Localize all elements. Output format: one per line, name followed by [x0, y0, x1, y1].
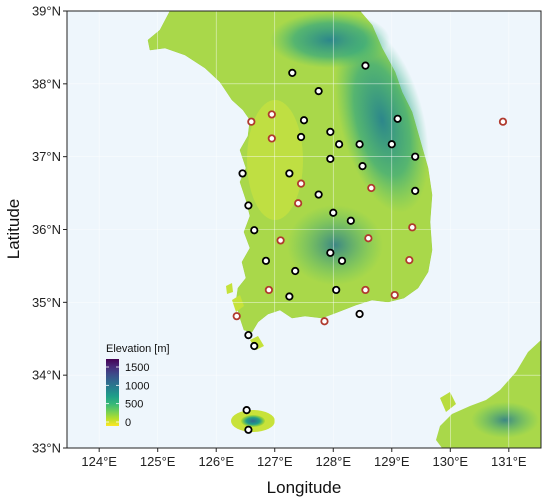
station-marker-red-30 [364, 234, 373, 243]
y-tick-label: 33°N [32, 441, 61, 456]
station-marker-red-42 [320, 317, 329, 326]
station-marker-black-5 [299, 116, 309, 125]
x-tick-label: 130°E [433, 454, 469, 469]
station-marker-black-44 [244, 331, 253, 340]
station-marker-black-13 [387, 140, 396, 149]
station-marker-black-31 [326, 248, 335, 257]
northern-highlands [270, 12, 390, 68]
y-tick-label: 35°N [32, 295, 61, 310]
legend-tick-label: 1500 [125, 362, 149, 374]
station-marker-red-3 [247, 117, 256, 126]
legend-ticks: 1500 1000 500 0 [106, 362, 149, 429]
tsushima-island [440, 392, 456, 412]
station-marker-black-12 [355, 140, 364, 149]
x-axis-ticks: 124°E 125°E 126°E 127°E 128°E 129°E 130°E 131°E [81, 448, 527, 469]
station-marker-red-21 [367, 183, 376, 193]
x-tick-label: 129°E [374, 454, 410, 469]
station-marker-red-8 [267, 134, 276, 143]
station-marker-red-34 [405, 255, 414, 265]
station-marker-black-20 [314, 190, 323, 199]
station-marker-red-29 [276, 236, 285, 245]
x-tick-label: 131°E [491, 454, 527, 469]
sobaek-mountains [287, 205, 383, 285]
station-marker-red-36 [264, 285, 273, 295]
station-marker-red-19 [296, 179, 306, 188]
station-marker-black-16 [411, 152, 420, 161]
station-marker-black-9 [296, 132, 306, 142]
station-marker-black-32 [337, 256, 347, 265]
x-tick-label: 126°E [198, 454, 234, 469]
station-marker-black-1 [361, 61, 370, 70]
station-marker-red-40 [390, 290, 399, 300]
station-marker-black-11 [335, 140, 344, 149]
japan-highlands [471, 402, 539, 438]
station-marker-black-24 [244, 201, 253, 210]
station-marker-red-39 [361, 285, 370, 295]
station-marker-black-22 [411, 186, 420, 195]
station-marker-black-35 [291, 266, 300, 276]
station-marker-black-46 [242, 406, 251, 415]
legend-tick-label: 0 [125, 417, 131, 429]
elevation-legend: Elevation [m] 1500 1000 500 0 [106, 343, 170, 429]
x-tick-label: 127°E [257, 454, 293, 469]
station-marker-black-37 [285, 292, 294, 301]
station-marker-black-18 [285, 169, 294, 178]
station-marker-red-4 [267, 110, 276, 119]
y-tick-label: 37°N [32, 149, 61, 164]
x-axis-title: Longitude [267, 478, 342, 497]
legend-tick-label: 500 [125, 399, 143, 411]
station-marker-black-45 [250, 341, 259, 351]
station-markers [232, 61, 508, 434]
station-marker-red-28 [408, 223, 417, 232]
station-marker-black-27 [250, 226, 259, 235]
y-tick-label: 34°N [32, 368, 61, 383]
x-tick-label: 128°E [315, 454, 351, 469]
station-marker-black-10 [326, 127, 335, 137]
station-marker-red-7 [498, 117, 508, 126]
station-marker-black-38 [332, 285, 341, 295]
station-marker-black-26 [346, 216, 355, 225]
station-marker-red-41 [232, 312, 241, 321]
x-tick-label: 125°E [140, 454, 176, 469]
legend-tick-label: 1000 [125, 380, 149, 392]
station-marker-black-43 [355, 309, 364, 319]
station-marker-black-15 [358, 162, 367, 171]
station-marker-black-14 [326, 154, 335, 163]
jeju-peak [241, 415, 265, 427]
station-marker-black-17 [238, 169, 247, 178]
station-marker-black-0 [288, 68, 297, 78]
y-axis-ticks: 33°N 34°N 35°N 36°N 37°N 38°N 39°N [32, 4, 67, 456]
station-marker-black-47 [244, 425, 253, 434]
y-tick-label: 36°N [32, 222, 61, 237]
y-tick-label: 38°N [32, 76, 61, 91]
west-islands [226, 283, 264, 350]
legend-title: Elevation [m] [106, 343, 170, 355]
y-axis-title: Latitude [4, 199, 23, 260]
station-marker-black-2 [314, 87, 323, 96]
station-marker-red-23 [294, 199, 303, 208]
station-marker-black-6 [393, 114, 402, 123]
x-tick-label: 124°E [81, 454, 117, 469]
y-tick-label: 39°N [32, 4, 61, 19]
legend-colorbar [106, 359, 119, 426]
station-marker-black-33 [261, 256, 271, 265]
station-marker-black-25 [329, 208, 338, 217]
